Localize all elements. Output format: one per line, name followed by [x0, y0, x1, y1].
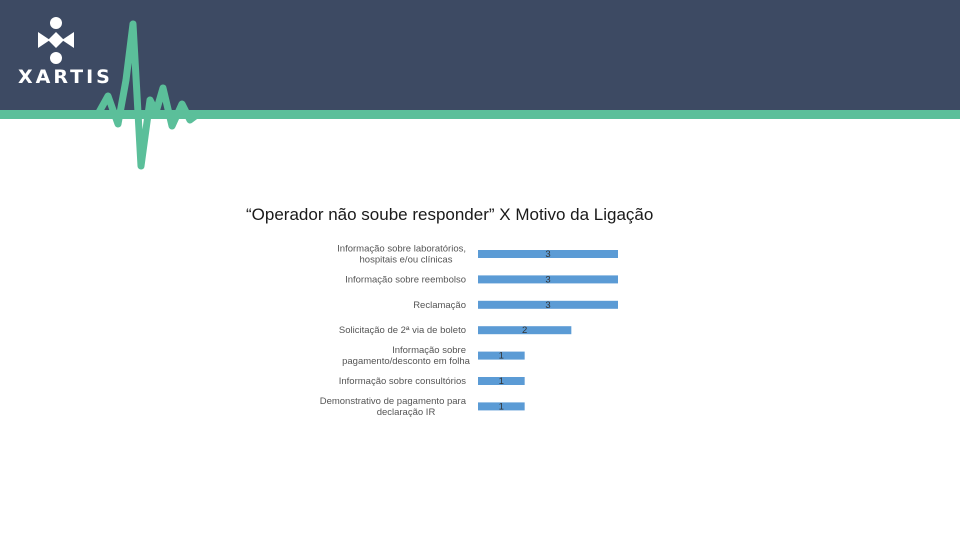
bar	[478, 250, 618, 258]
accent-stripe	[0, 110, 960, 119]
brand-name: XARTIS	[18, 66, 113, 88]
slide-title: “Operador não soube responder” X Motivo …	[246, 205, 654, 224]
category-label: Reclamação	[413, 300, 466, 311]
category-label: Informação sobre consultórios	[339, 376, 467, 387]
bar	[478, 300, 618, 309]
bar-value-label: 3	[545, 249, 550, 260]
bar-value-label: 1	[499, 401, 504, 412]
header-band	[0, 0, 960, 110]
category-label: Informação sobre pagamento/desconto em fo…	[342, 345, 471, 367]
xartis-logo-icon	[38, 17, 74, 64]
bar-value-label: 3	[545, 274, 550, 285]
bar-value-label: 3	[545, 300, 550, 311]
bar	[478, 326, 572, 335]
category-label: Demonstrativo de pagamento para declaraçã…	[320, 396, 467, 418]
bar	[478, 351, 525, 360]
bar	[478, 377, 525, 385]
category-label: Informação sobre reembolso	[345, 274, 466, 285]
bar-chart: 3 Informação sobre laboratórios, hospitais…	[320, 244, 618, 418]
category-label: Solicitação de 2ª via de boleto	[339, 325, 466, 336]
bar-value-label: 1	[499, 351, 504, 362]
bar	[478, 402, 525, 411]
bar-value-label: 1	[499, 376, 504, 387]
category-label: Informação sobre laboratórios, hospitais …	[337, 244, 466, 266]
bar-value-label: 2	[522, 325, 527, 336]
bar	[478, 275, 618, 284]
